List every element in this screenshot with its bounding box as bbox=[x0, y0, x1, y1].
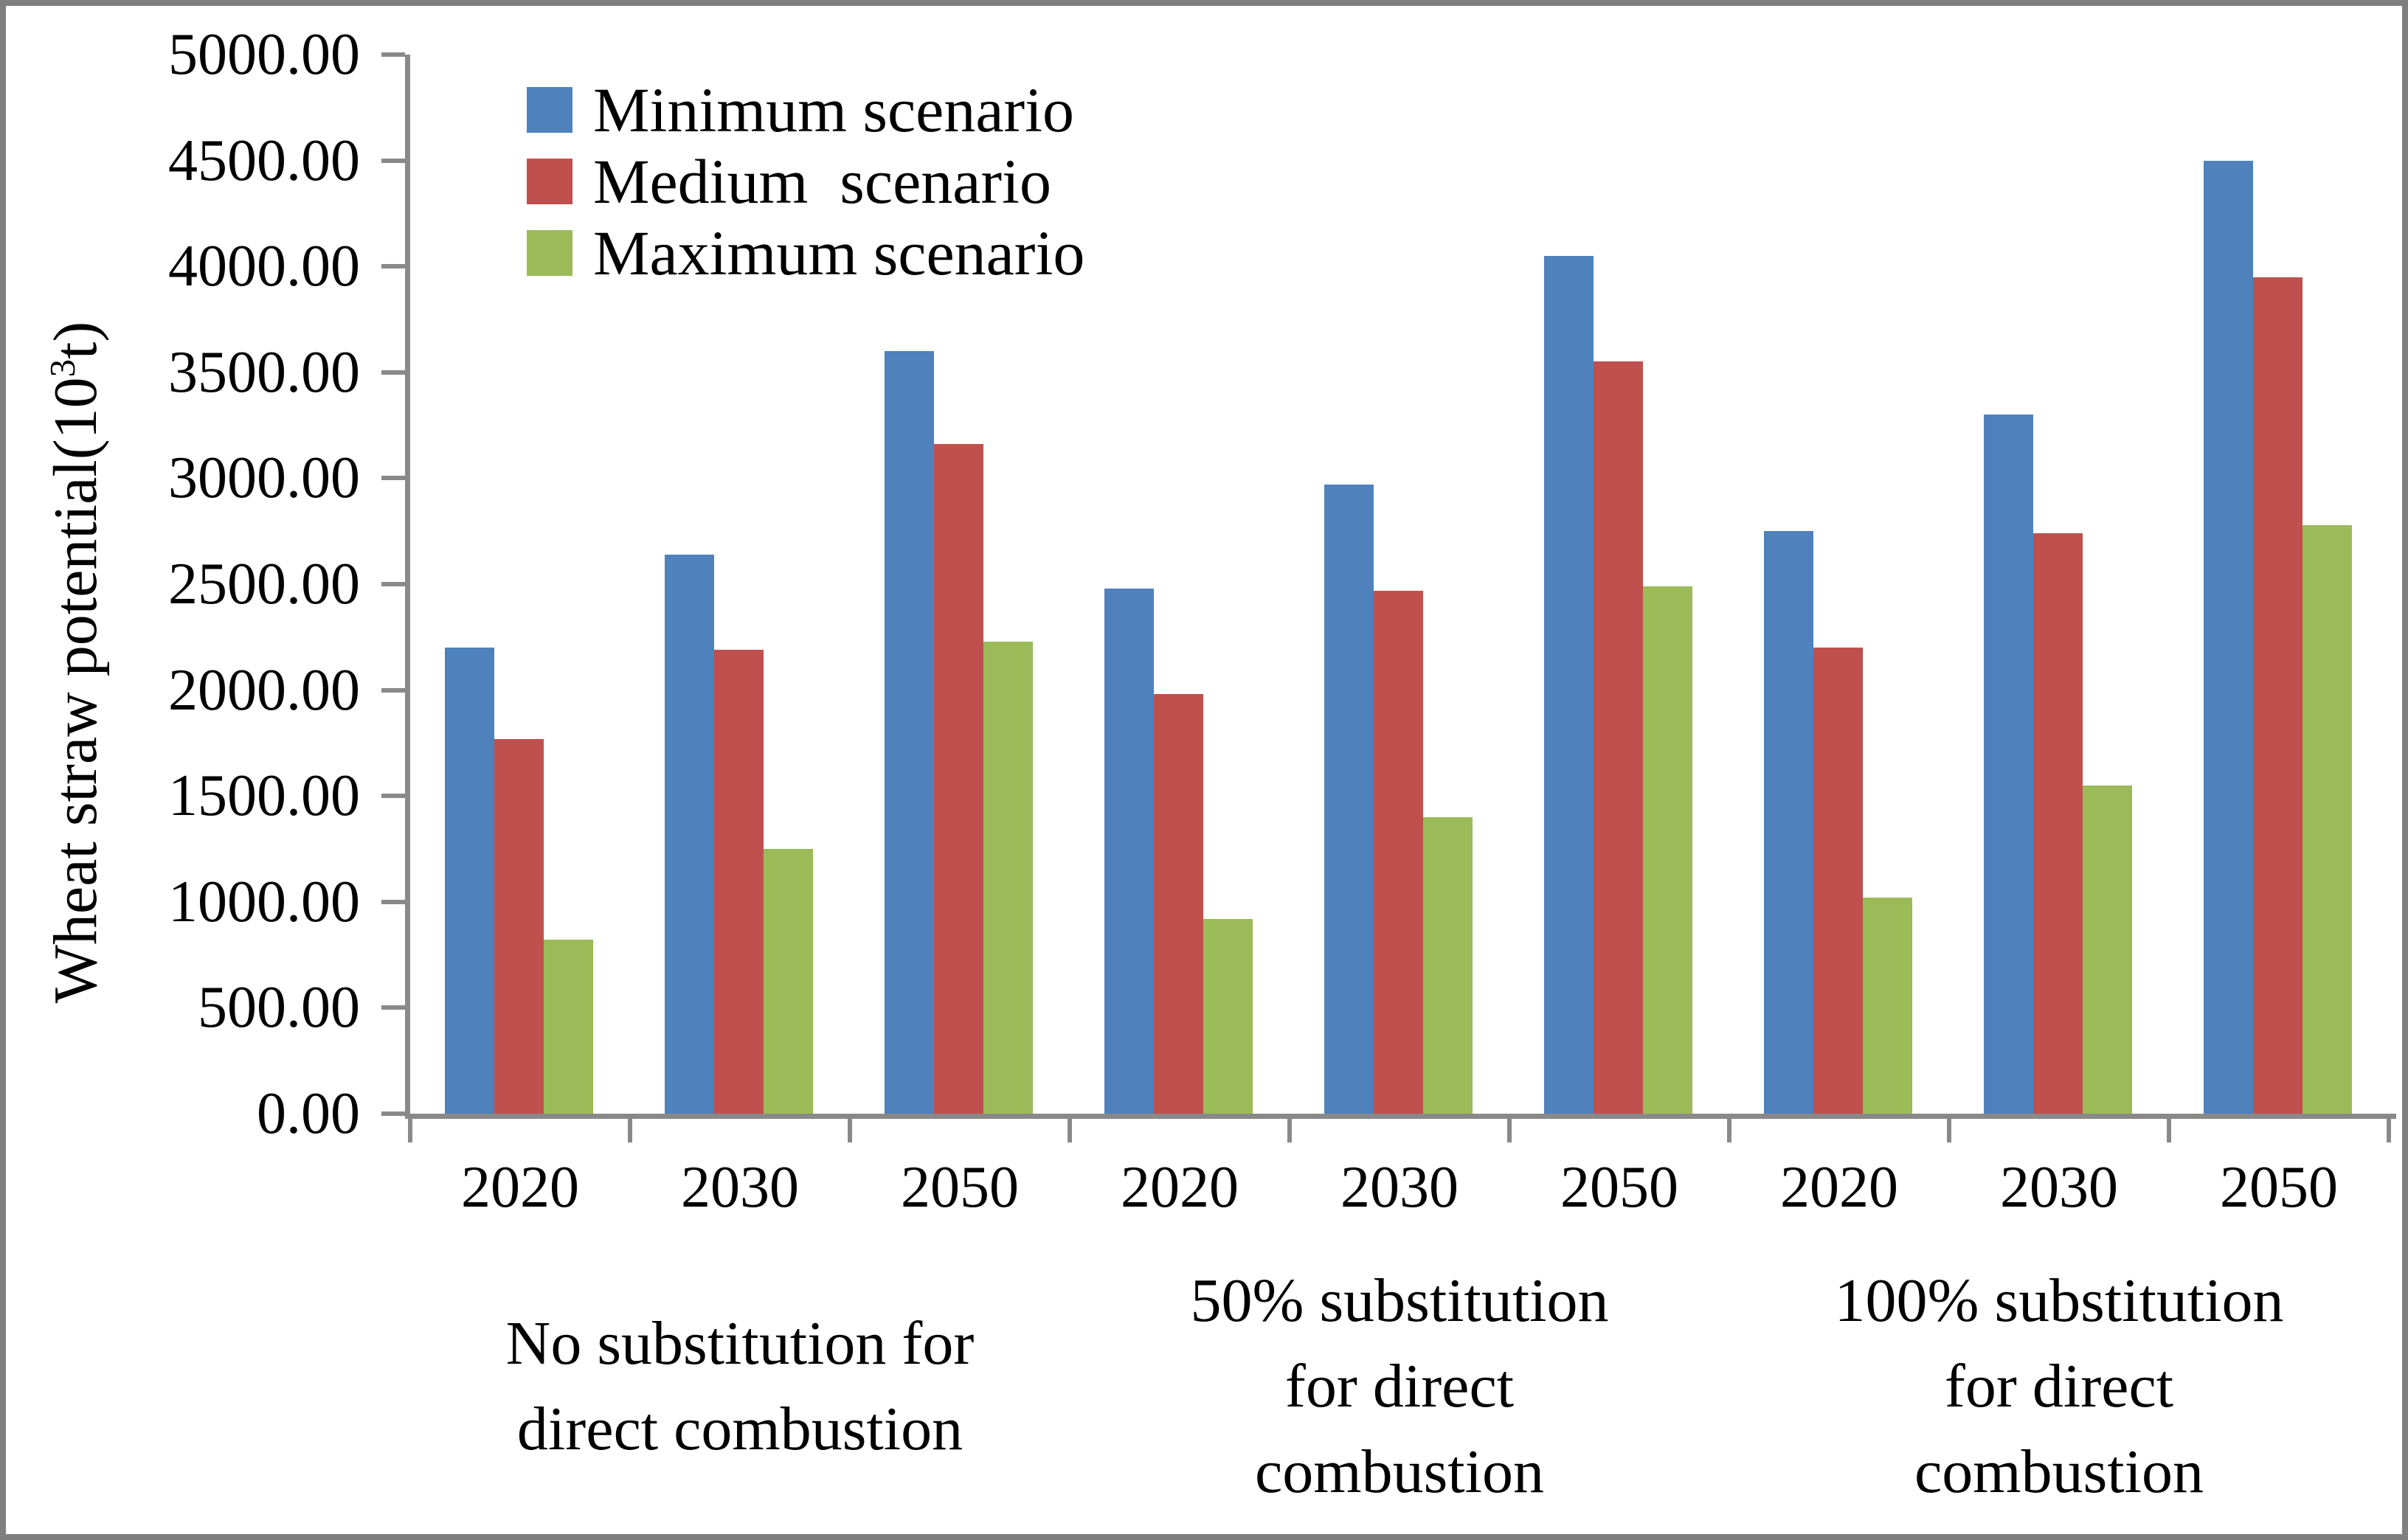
category-label-line: 100% substitution bbox=[1834, 1266, 2284, 1336]
category-label-line: No substitution for bbox=[505, 1309, 975, 1378]
x-tick-mark bbox=[1068, 1119, 1072, 1142]
bar-medium-2030 bbox=[714, 650, 764, 1114]
y-tick-label: 4000.00 bbox=[168, 234, 360, 299]
x-tick-mark bbox=[628, 1119, 632, 1142]
y-tick-mark bbox=[381, 1005, 405, 1010]
bar-minimum-2050 bbox=[2204, 160, 2253, 1114]
x-tick-mark bbox=[1727, 1119, 1731, 1142]
bar-maximum-2050 bbox=[983, 641, 1033, 1114]
bar-medium-2030 bbox=[1374, 590, 1423, 1114]
legend-swatch-minimum bbox=[527, 87, 572, 133]
plot-area: 0.00 500.00 1000.00 1500.00 2000.00 2500.00 30… bbox=[6, 6, 2402, 1534]
category-label-line: for direct bbox=[1284, 1352, 1515, 1421]
bar-minimum-2030 bbox=[665, 554, 714, 1114]
x-tick-mark bbox=[1287, 1119, 1292, 1142]
x-year-label: 2050 bbox=[1560, 1155, 1678, 1220]
x-tick-mark bbox=[1507, 1119, 1512, 1142]
y-tick-mark bbox=[381, 582, 405, 586]
y-tick-mark bbox=[381, 476, 405, 481]
x-year-label: 2020 bbox=[461, 1155, 579, 1220]
bar-maximum-2030 bbox=[2083, 785, 2132, 1114]
legend-swatch-maximum bbox=[527, 230, 572, 276]
y-tick-label: 2000.00 bbox=[168, 657, 360, 723]
legend: Minimum scenario Medium scenario Maximum s… bbox=[6, 6, 2402, 316]
x-year-label: 2030 bbox=[1340, 1155, 1459, 1220]
y-tick-mark bbox=[381, 687, 405, 693]
bar-maximum-2050 bbox=[2303, 524, 2352, 1114]
legend-label: Minimum scenario bbox=[593, 74, 1075, 145]
y-tick-mark bbox=[381, 1111, 405, 1116]
y-tick-mark bbox=[381, 794, 405, 799]
y-tick-label: 2500.00 bbox=[168, 552, 360, 617]
bar-maximum-2020 bbox=[1863, 898, 1912, 1114]
category-label: 100% substitution for direct combustion bbox=[1729, 1239, 2389, 1534]
bar-medium-2050 bbox=[2253, 277, 2303, 1114]
x-year-label: 2020 bbox=[1780, 1155, 1898, 1220]
y-tick-mark bbox=[381, 264, 405, 269]
y-tick-label: 1500.00 bbox=[168, 763, 360, 829]
category-label: No substitution for direct combustion bbox=[410, 1239, 1070, 1534]
category-label-line: 50% substitution bbox=[1190, 1266, 1609, 1336]
y-tick-label: 4500.00 bbox=[168, 128, 360, 193]
x-year-label: 2030 bbox=[2000, 1155, 2118, 1220]
bar-minimum-2050 bbox=[885, 351, 934, 1114]
x-year-label: 2050 bbox=[901, 1155, 1019, 1220]
bar-medium-2020 bbox=[1154, 694, 1203, 1114]
y-tick-mark bbox=[381, 370, 405, 375]
category-label-line: combustion bbox=[1914, 1437, 2204, 1506]
bar-medium-2050 bbox=[934, 444, 983, 1114]
bar-minimum-2020 bbox=[1104, 588, 1154, 1114]
x-tick-mark bbox=[2387, 1119, 2391, 1142]
bar-minimum-2020 bbox=[445, 648, 494, 1114]
legend-label: Maximum scenario bbox=[593, 218, 1085, 288]
legend-swatch-medium bbox=[527, 159, 572, 204]
bar-medium-2050 bbox=[1594, 361, 1643, 1114]
bar-maximum-2020 bbox=[544, 940, 593, 1114]
bar-maximum-2030 bbox=[1423, 816, 1473, 1114]
bar-minimum-2050 bbox=[1544, 255, 1594, 1114]
x-axis-line bbox=[405, 1114, 2396, 1119]
bar-maximum-2050 bbox=[1643, 586, 1692, 1114]
x-year-label: 2030 bbox=[681, 1155, 799, 1220]
category-label-line: for direct bbox=[1944, 1352, 2174, 1421]
y-axis-line bbox=[405, 55, 410, 1119]
legend-item: Minimum scenario bbox=[527, 78, 1074, 142]
legend-item: Medium scenario bbox=[527, 150, 1051, 213]
x-year-label: 2050 bbox=[2220, 1155, 2338, 1220]
legend-label: Medium scenario bbox=[593, 146, 1051, 217]
x-tick-mark bbox=[1947, 1119, 1951, 1142]
category-label-line: direct combustion bbox=[516, 1395, 963, 1463]
x-year-label: 2020 bbox=[1121, 1155, 1239, 1220]
category-label: 50% substitution for direct combustion bbox=[1070, 1239, 1729, 1534]
bar-medium-2020 bbox=[494, 738, 544, 1114]
bar-medium-2030 bbox=[2033, 533, 2083, 1114]
y-tick-mark bbox=[381, 52, 405, 57]
x-tick-mark bbox=[2167, 1119, 2171, 1142]
bar-minimum-2030 bbox=[1984, 415, 2033, 1114]
category-label-line: combustion bbox=[1255, 1437, 1544, 1506]
x-tick-mark bbox=[848, 1119, 852, 1142]
bar-maximum-2030 bbox=[764, 849, 813, 1114]
y-tick-label: 5000.00 bbox=[168, 22, 360, 87]
y-tick-mark bbox=[381, 899, 405, 904]
y-tick-mark bbox=[381, 158, 405, 163]
bar-minimum-2030 bbox=[1324, 485, 1374, 1114]
y-tick-label: 3500.00 bbox=[168, 339, 360, 405]
y-tick-label: 0.00 bbox=[257, 1081, 360, 1146]
bar-medium-2020 bbox=[1813, 648, 1863, 1114]
bar-minimum-2020 bbox=[1764, 531, 1813, 1114]
x-tick-mark bbox=[408, 1119, 412, 1142]
y-tick-label: 3000.00 bbox=[168, 445, 360, 511]
y-tick-label: 1000.00 bbox=[168, 869, 360, 934]
legend-item: Maximum scenario bbox=[527, 221, 1084, 285]
y-tick-label: 500.00 bbox=[198, 975, 360, 1041]
bar-maximum-2020 bbox=[1203, 918, 1253, 1114]
